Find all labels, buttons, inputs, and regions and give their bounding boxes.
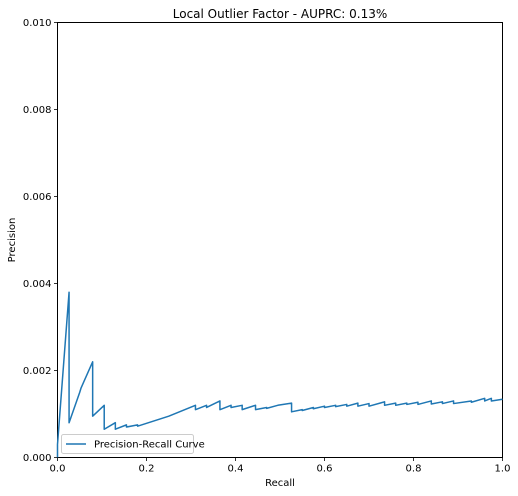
legend: Precision-Recall Curve — [61, 434, 205, 454]
y-tick-label: 0.002 — [23, 366, 52, 377]
legend-entry-label: Precision-Recall Curve — [94, 440, 205, 451]
y-tick-label: 0.006 — [23, 192, 52, 203]
y-tick-label: 0.008 — [23, 105, 52, 116]
x-tick-label: 0.6 — [317, 464, 333, 475]
chart-title: Local Outlier Factor - AUPRC: 0.13% — [173, 7, 388, 21]
series-line-precision-recall-curve — [56, 291, 503, 458]
y-tick-label: 0.000 — [23, 453, 52, 464]
x-tick-label: 0.4 — [228, 464, 244, 475]
y-axis-ticks: 0.000 0.002 0.004 0.006 0.008 0.010 — [23, 18, 58, 464]
y-tick-label: 0.010 — [23, 18, 52, 29]
x-tick-label: 1.0 — [495, 464, 511, 475]
plot-area — [56, 22, 503, 458]
x-tick-label: 0.2 — [139, 464, 155, 475]
plot-frame — [57, 22, 503, 458]
x-axis-label: Recall — [265, 478, 295, 489]
x-tick-label: 0.0 — [50, 464, 66, 475]
y-tick-label: 0.004 — [23, 279, 52, 290]
x-axis-ticks: 0.0 0.2 0.4 0.6 0.8 1.0 — [50, 457, 511, 475]
y-axis-label: Precision — [7, 218, 18, 263]
x-tick-label: 0.8 — [406, 464, 422, 475]
legend-box — [61, 434, 194, 454]
